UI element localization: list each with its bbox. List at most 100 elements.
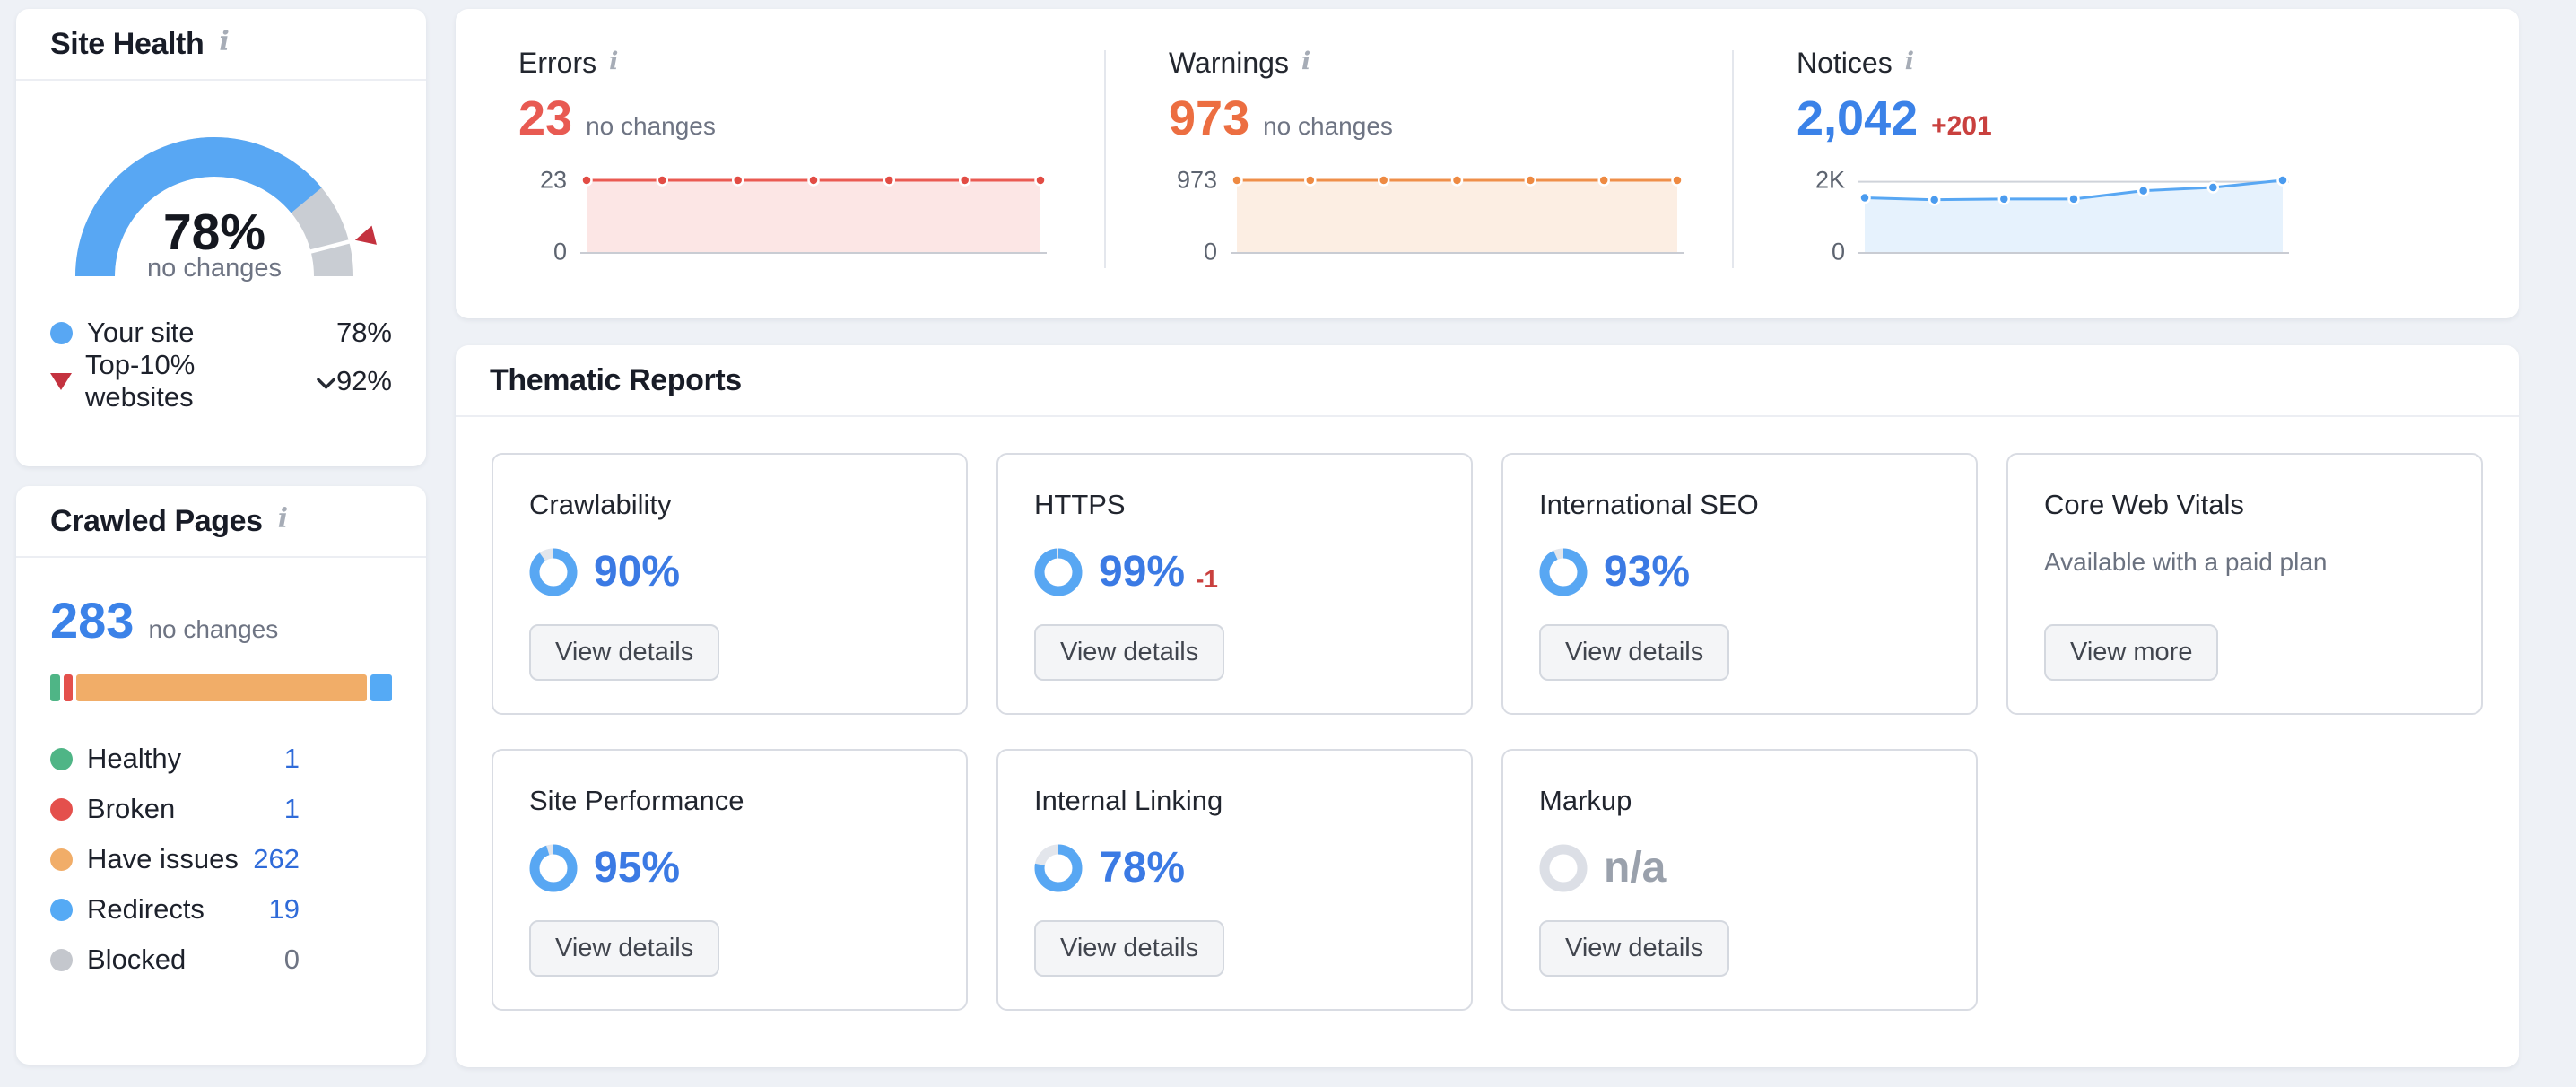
- your-site-value: 78%: [335, 317, 392, 348]
- errors-title: Errors: [518, 47, 597, 79]
- benchmark-triangle-icon: [50, 372, 72, 390]
- warnings-title-row: Warnings i: [1169, 47, 1698, 80]
- markup-score: n/a: [1604, 844, 1667, 891]
- site-performance-score-row: 95%: [529, 844, 680, 892]
- blocked-label: Blocked: [87, 944, 187, 975]
- crawlability-score-row: 90%: [529, 548, 680, 596]
- international-seo-score-row: 93%: [1539, 548, 1690, 596]
- site-performance-view-details-button[interactable]: View details: [529, 920, 720, 977]
- crawlability-score-ring: [529, 548, 578, 596]
- crawlability-view-details-button[interactable]: View details: [529, 624, 720, 681]
- international-seo-card: International SEO 93% View details: [1501, 453, 1978, 715]
- redirects-dot: [50, 898, 73, 921]
- international-seo-score-ring: [1539, 548, 1588, 596]
- internal-linking-card: Internal Linking 78% View details: [996, 749, 1473, 1011]
- have-issues-count[interactable]: 262: [253, 843, 300, 874]
- crawled-pages-legend: Healthy 1 Broken 1 Have issues 262: [50, 734, 392, 985]
- warnings-trend-chart: [1231, 174, 1684, 254]
- crawled-change: no changes: [148, 615, 279, 643]
- errors-chart-row: 23 0: [518, 166, 1070, 265]
- core-web-vitals-card: Core Web Vitals Available with a paid pl…: [2006, 453, 2483, 715]
- crawlability-score: 90%: [594, 548, 681, 596]
- score-delta: -1: [1196, 565, 1218, 593]
- notices-delta: +201: [1931, 111, 1992, 141]
- right-column: Errors i 23 no changes 23 0 Warnin: [456, 9, 2519, 1067]
- crawled-total[interactable]: 283: [50, 592, 135, 648]
- legend-row-broken: Broken 1: [50, 784, 300, 834]
- site-health-gauge: 78%no changes: [74, 137, 377, 283]
- errors-count[interactable]: 23: [518, 91, 573, 145]
- y-max-label: 2K: [1815, 166, 1845, 194]
- core-web-vitals-title: Core Web Vitals: [2044, 489, 2244, 520]
- internal-linking-view-details-button[interactable]: View details: [1034, 920, 1225, 977]
- notices-count[interactable]: 2,042: [1797, 91, 1919, 145]
- top10-label: Top-10% websites: [85, 349, 196, 413]
- redirects-count[interactable]: 19: [268, 893, 300, 925]
- your-site-label: Your site: [87, 317, 195, 348]
- errors-title-row: Errors i: [518, 47, 1070, 80]
- y-max-label: 23: [539, 166, 567, 194]
- errors-value-row: 23 no changes: [518, 94, 1070, 143]
- legend-top10-websites[interactable]: Top-10% websites 92%: [50, 349, 392, 413]
- legend-row-redirects: Redirects 19: [50, 884, 300, 935]
- healthy-count[interactable]: 1: [283, 743, 300, 774]
- blocked-count: 0: [283, 944, 300, 975]
- site-health-gauge-wrap: 78% no changes: [16, 81, 426, 287]
- y-min-label: 0: [1203, 238, 1217, 265]
- crawled-total-row: 283 no changes: [50, 596, 392, 646]
- have-issues-label: Have issues: [87, 843, 239, 874]
- site-performance-card: Site Performance 95% View details: [492, 749, 968, 1011]
- crawlability-card: Crawlability 90% View details: [492, 453, 968, 715]
- https-score: 99%: [1099, 548, 1186, 596]
- broken-count[interactable]: 1: [283, 793, 300, 824]
- notices-value-row: 2,042 +201: [1797, 94, 2483, 143]
- bar-segment-redirects: [370, 674, 392, 701]
- redirects-label: Redirects: [87, 893, 205, 925]
- info-icon[interactable]: i: [609, 48, 619, 75]
- internal-linking-score-ring: [1034, 844, 1083, 892]
- crawled-pages-header: Crawled Pages i: [16, 486, 426, 558]
- warnings-y-axis: 973 0: [1169, 166, 1217, 265]
- healthy-dot: [50, 747, 73, 770]
- bar-segment-healthy: [50, 674, 60, 701]
- legend-row-blocked: Blocked 0: [50, 935, 300, 985]
- info-icon[interactable]: i: [219, 26, 230, 57]
- https-title: HTTPS: [1034, 489, 1126, 520]
- errors-change: no changes: [586, 112, 716, 140]
- site-performance-score-ring: [529, 844, 578, 892]
- markup-view-details-button[interactable]: View details: [1539, 920, 1730, 977]
- svg-text:no changes: no changes: [147, 254, 282, 283]
- healthy-label: Healthy: [87, 743, 182, 774]
- core-web-vitals-note: Available with a paid plan: [2044, 548, 2328, 576]
- crawled-pages-stacked-bar: [50, 674, 392, 701]
- international-seo-view-details-button[interactable]: View details: [1539, 624, 1730, 681]
- y-max-label: 973: [1176, 166, 1217, 194]
- legend-your-site: Your site 78%: [50, 309, 392, 357]
- core-web-vitals-view-more-button[interactable]: View more: [2044, 624, 2219, 681]
- warnings-value-row: 973 no changes: [1169, 94, 1698, 143]
- info-icon[interactable]: i: [1301, 48, 1311, 75]
- chevron-down-icon[interactable]: [316, 377, 336, 390]
- left-column: Site Health i 78% no changes Your site 78…: [16, 9, 426, 1067]
- https-view-details-button[interactable]: View details: [1034, 624, 1225, 681]
- legend-row-healthy: Healthy 1: [50, 734, 300, 784]
- notices-y-axis: 2K 0: [1797, 166, 1845, 265]
- site-performance-title: Site Performance: [529, 785, 744, 816]
- broken-dot: [50, 797, 73, 821]
- info-icon[interactable]: i: [277, 503, 289, 535]
- notices-chart-row: 2K 0: [1797, 166, 2483, 265]
- thematic-reports-title: Thematic Reports: [490, 362, 742, 397]
- markup-score-row: n/a: [1539, 844, 1666, 892]
- markup-title: Markup: [1539, 785, 1632, 816]
- warnings-count[interactable]: 973: [1169, 91, 1250, 145]
- international-seo-title: International SEO: [1539, 489, 1759, 520]
- warnings-title: Warnings: [1169, 47, 1289, 79]
- your-site-dot: [50, 321, 73, 344]
- site-performance-score: 95%: [594, 844, 681, 891]
- bar-segment-broken: [63, 674, 74, 701]
- thematic-reports-card: Thematic Reports Crawlability 90% View d…: [456, 345, 2519, 1067]
- https-score-ring: [1034, 548, 1083, 596]
- info-icon[interactable]: i: [1904, 48, 1914, 75]
- thematic-reports-header: Thematic Reports: [456, 345, 2519, 417]
- have-issues-dot: [50, 848, 73, 871]
